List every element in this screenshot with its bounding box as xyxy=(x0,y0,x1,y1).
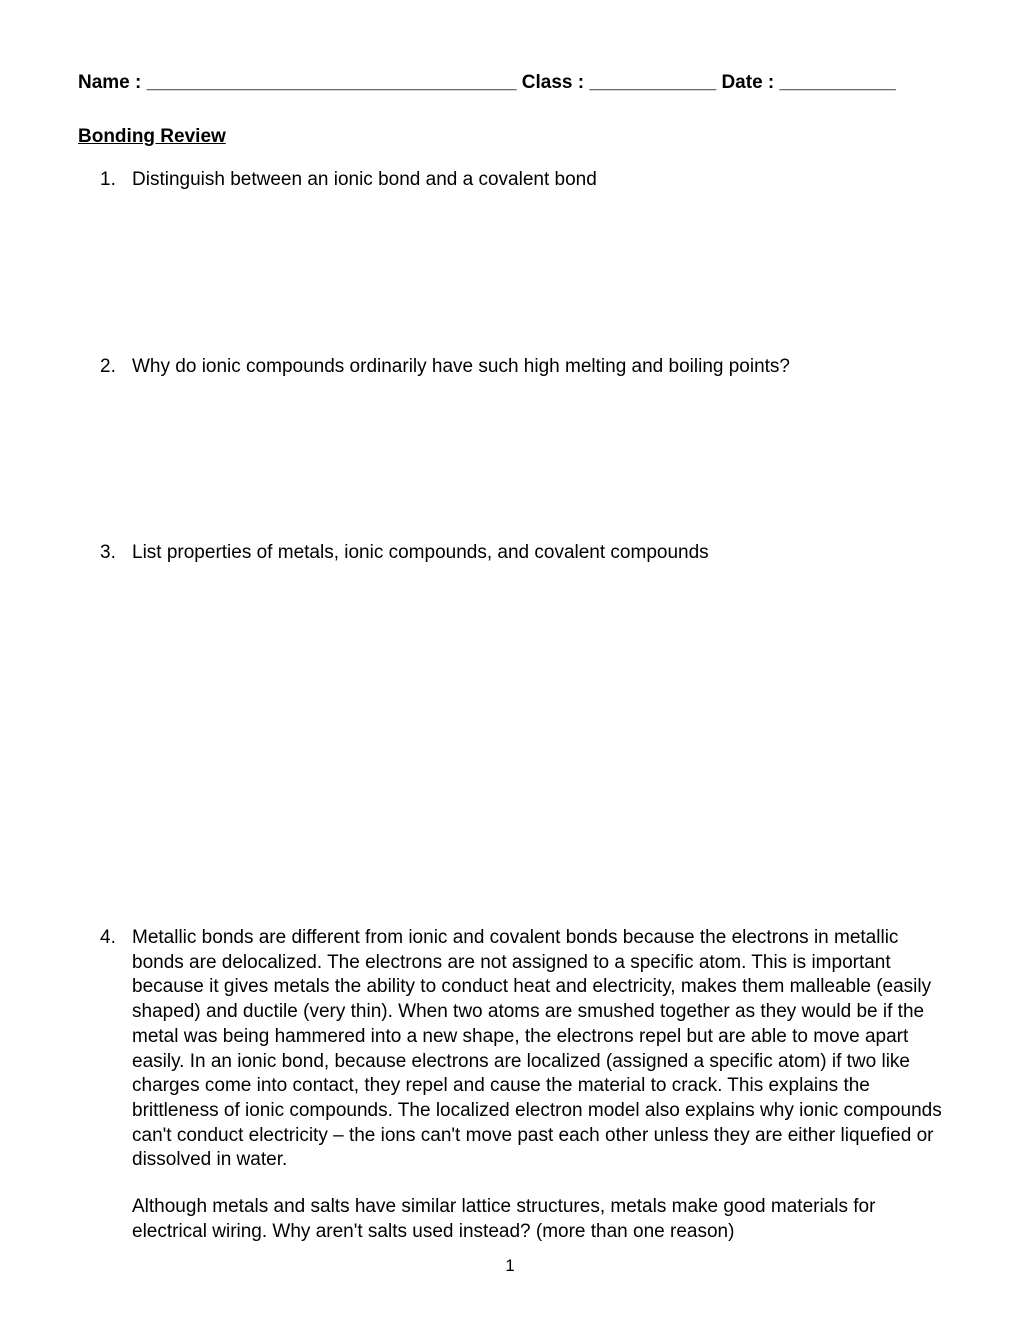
question-2: 2. Why do ionic compounds ordinarily hav… xyxy=(132,355,942,380)
name-blank: ___________________________________ xyxy=(141,72,516,93)
question-4-sub: Although metals and salts have similar l… xyxy=(132,1195,942,1244)
question-list: 1. Distinguish between an ionic bond and… xyxy=(78,168,942,1244)
question-4: 4. Metallic bonds are different from ion… xyxy=(132,926,942,1173)
date-blank: ___________ xyxy=(774,72,896,93)
question-4-number: 4. xyxy=(100,926,116,951)
page-number: 1 xyxy=(0,1256,1020,1276)
header-line: Name : _________________________________… xyxy=(78,72,942,94)
date-label: Date : xyxy=(716,72,774,93)
class-blank: ____________ xyxy=(584,72,716,93)
question-4-sub-text: Although metals and salts have similar l… xyxy=(132,1196,875,1242)
question-1-number: 1. xyxy=(100,168,116,193)
question-4-text: Metallic bonds are different from ionic … xyxy=(132,927,942,1170)
question-3: 3. List properties of metals, ionic comp… xyxy=(132,541,942,566)
name-label: Name : xyxy=(78,72,141,93)
question-3-number: 3. xyxy=(100,541,116,566)
question-2-text: Why do ionic compounds ordinarily have s… xyxy=(132,356,790,377)
class-label: Class : xyxy=(516,72,584,93)
question-1: 1. Distinguish between an ionic bond and… xyxy=(132,168,942,193)
question-2-number: 2. xyxy=(100,355,116,380)
question-3-text: List properties of metals, ionic compoun… xyxy=(132,542,709,563)
section-title: Bonding Review xyxy=(78,126,942,148)
question-1-text: Distinguish between an ionic bond and a … xyxy=(132,169,597,190)
